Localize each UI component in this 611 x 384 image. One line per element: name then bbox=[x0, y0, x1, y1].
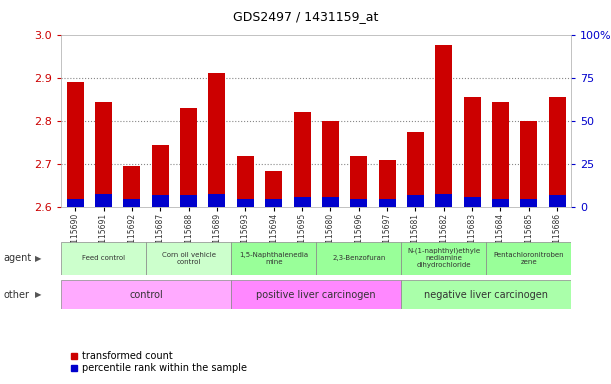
Bar bbox=[322, 121, 339, 207]
Text: 1,5-Naphthalenedia
mine: 1,5-Naphthalenedia mine bbox=[239, 252, 308, 265]
Text: GDS2497 / 1431159_at: GDS2497 / 1431159_at bbox=[233, 10, 378, 23]
Bar bbox=[350, 199, 367, 207]
Bar bbox=[152, 195, 169, 207]
Bar bbox=[123, 166, 141, 207]
Bar bbox=[208, 194, 225, 207]
Bar bbox=[208, 73, 225, 207]
Bar bbox=[521, 121, 537, 207]
Text: ▶: ▶ bbox=[35, 290, 42, 299]
Bar bbox=[152, 145, 169, 207]
Text: agent: agent bbox=[3, 253, 31, 263]
Bar bbox=[61, 280, 231, 309]
Text: ▶: ▶ bbox=[35, 254, 42, 263]
Legend: transformed count, percentile rank within the sample: transformed count, percentile rank withi… bbox=[66, 348, 251, 377]
Text: control: control bbox=[130, 290, 163, 300]
Bar bbox=[237, 156, 254, 207]
Text: Feed control: Feed control bbox=[82, 255, 125, 261]
Text: Pentachloronitroben
zene: Pentachloronitroben zene bbox=[494, 252, 564, 265]
Bar bbox=[401, 280, 571, 309]
Text: N-(1-naphthyl)ethyle
nediamine
dihydrochloride: N-(1-naphthyl)ethyle nediamine dihydroch… bbox=[407, 248, 480, 268]
Bar bbox=[316, 242, 401, 275]
Bar bbox=[265, 170, 282, 207]
Text: positive liver carcinogen: positive liver carcinogen bbox=[257, 290, 376, 300]
Bar bbox=[67, 199, 84, 207]
Bar bbox=[435, 45, 452, 207]
Bar bbox=[379, 199, 395, 207]
Bar bbox=[265, 199, 282, 207]
Bar bbox=[379, 160, 395, 207]
Bar bbox=[180, 195, 197, 207]
Bar bbox=[350, 156, 367, 207]
Bar bbox=[231, 242, 316, 275]
Bar bbox=[123, 199, 141, 207]
Bar bbox=[435, 194, 452, 207]
Bar bbox=[492, 101, 509, 207]
Bar bbox=[95, 194, 112, 207]
Bar bbox=[146, 242, 231, 275]
Bar bbox=[95, 101, 112, 207]
Bar bbox=[293, 113, 310, 207]
Bar bbox=[231, 280, 401, 309]
Bar bbox=[401, 242, 486, 275]
Bar bbox=[464, 97, 481, 207]
Bar bbox=[549, 195, 566, 207]
Bar bbox=[549, 97, 566, 207]
Bar bbox=[407, 132, 424, 207]
Text: 2,3-Benzofuran: 2,3-Benzofuran bbox=[332, 255, 386, 261]
Bar bbox=[521, 199, 537, 207]
Bar bbox=[486, 242, 571, 275]
Bar bbox=[293, 197, 310, 207]
Bar bbox=[492, 199, 509, 207]
Bar bbox=[407, 195, 424, 207]
Bar bbox=[61, 242, 146, 275]
Bar bbox=[322, 197, 339, 207]
Text: Corn oil vehicle
control: Corn oil vehicle control bbox=[162, 252, 216, 265]
Text: other: other bbox=[3, 290, 29, 300]
Bar bbox=[180, 108, 197, 207]
Bar bbox=[237, 199, 254, 207]
Bar bbox=[67, 82, 84, 207]
Text: negative liver carcinogen: negative liver carcinogen bbox=[424, 290, 548, 300]
Bar bbox=[464, 197, 481, 207]
